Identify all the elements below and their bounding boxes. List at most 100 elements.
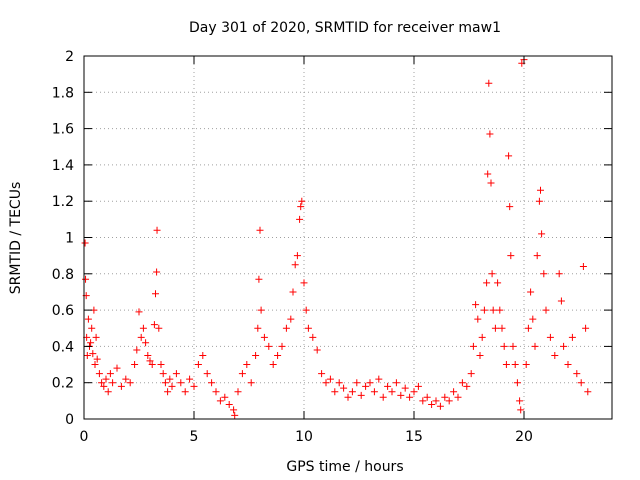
y-tick-label: 1.6 [52, 122, 74, 138]
data-point [287, 315, 295, 323]
data-point [401, 384, 409, 392]
data-point [157, 361, 165, 369]
y-axis-label: SRMTID / TECUs [8, 182, 24, 295]
data-point [353, 379, 361, 387]
data-point [348, 388, 356, 396]
data-point [507, 252, 515, 260]
data-point [181, 388, 189, 396]
data-point [102, 375, 110, 383]
data-point [500, 342, 508, 350]
data-point [289, 288, 297, 296]
data-point [469, 342, 477, 350]
data-point [494, 279, 502, 287]
x-axis-label: GPS time / hours [286, 459, 403, 475]
data-point [498, 324, 506, 332]
data-point [331, 388, 339, 396]
data-point [194, 361, 202, 369]
data-point [208, 379, 216, 387]
data-point [326, 375, 334, 383]
data-point [502, 361, 510, 369]
data-point [168, 382, 176, 390]
y-tick-label: 0.4 [52, 339, 74, 355]
data-point [436, 402, 444, 410]
data-point [106, 370, 114, 378]
data-point [113, 364, 121, 372]
data-point [91, 361, 99, 369]
y-tick-label: 0.6 [52, 303, 74, 319]
y-tick-label: 2 [65, 49, 74, 65]
data-point [300, 279, 308, 287]
data-point [234, 388, 242, 396]
data-point [397, 391, 405, 399]
x-tick-label: 0 [80, 429, 89, 445]
axis-ticks: 00.20.40.60.811.21.41.61.820 5 10 15 20 [52, 49, 612, 445]
data-point [484, 170, 492, 178]
y-tick-label: 0 [65, 412, 74, 428]
data-point [488, 270, 496, 278]
data-point [454, 393, 462, 401]
data-point [344, 393, 352, 401]
data-point [296, 215, 304, 223]
data-point [298, 197, 306, 205]
data-point [274, 351, 282, 359]
data-point [491, 324, 499, 332]
data-point [231, 411, 239, 419]
data-point [370, 388, 378, 396]
y-tick-label: 0.2 [52, 376, 74, 392]
data-point [577, 379, 585, 387]
data-point [260, 333, 268, 341]
data-point [406, 393, 414, 401]
data-point [252, 351, 260, 359]
data-point [177, 379, 185, 387]
data-point [133, 346, 141, 354]
data-point [388, 388, 396, 396]
data-point [467, 370, 475, 378]
data-point [432, 397, 440, 405]
data-point [166, 375, 174, 383]
data-point [423, 393, 431, 401]
data-point [582, 324, 590, 332]
data-point [142, 339, 150, 347]
data-point [537, 186, 544, 194]
data-point [164, 388, 172, 396]
data-point [513, 379, 521, 387]
data-point [82, 275, 90, 283]
data-point [509, 342, 517, 350]
data-point [139, 324, 147, 332]
data-point [579, 263, 587, 271]
data-point [255, 275, 263, 283]
data-point [472, 301, 480, 309]
data-point [517, 406, 525, 414]
data-point [375, 375, 383, 383]
y-tick-label: 0.8 [52, 267, 74, 283]
data-point [265, 342, 273, 350]
data-point [159, 370, 167, 378]
data-point [318, 370, 326, 378]
data-point [199, 351, 207, 359]
data-point [293, 252, 301, 260]
data-point [551, 351, 559, 359]
data-point [186, 375, 194, 383]
data-point [150, 321, 158, 329]
data-point [304, 324, 312, 332]
data-point [84, 315, 92, 323]
x-tick-label: 15 [405, 429, 423, 445]
data-point [584, 388, 592, 396]
data-point [379, 393, 387, 401]
data-point [257, 306, 265, 314]
data-point [486, 130, 494, 138]
data-point [153, 268, 161, 276]
data-point [313, 346, 321, 354]
data-point [542, 306, 550, 314]
data-point [203, 370, 211, 378]
data-point [555, 270, 563, 278]
data-point [516, 397, 524, 405]
data-point [148, 361, 156, 369]
data-point [212, 388, 220, 396]
data-point [297, 203, 305, 211]
data-point [322, 379, 330, 387]
y-tick-label: 1 [65, 231, 74, 247]
data-point [83, 351, 91, 359]
data-point [153, 226, 161, 234]
